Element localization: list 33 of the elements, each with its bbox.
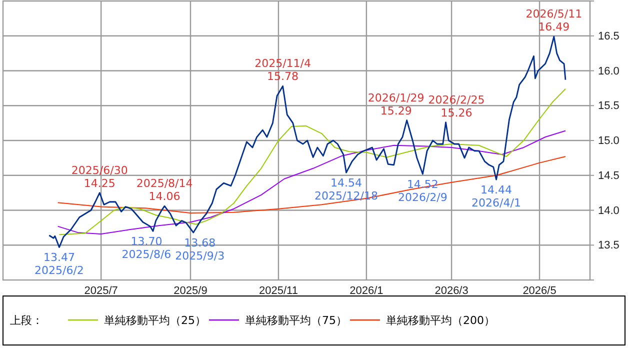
x-tick-label: 2025/11 (258, 284, 298, 297)
annotation: 14.54 2025/12/18 (314, 176, 378, 203)
x-tick-label: 2026/5 (522, 284, 556, 297)
annotation: 13.70 2025/8/6 (122, 235, 172, 262)
y-tick-label: 15.5 (598, 100, 620, 112)
annotation: 2025/11/4 15.78 (254, 57, 311, 84)
annotation: 2026/1/29 15.29 (368, 91, 424, 118)
x-tick-label: 2026/1 (350, 284, 384, 297)
line-series (58, 88, 566, 236)
x-tick-label: 2026/3 (434, 284, 468, 297)
annotation: 13.47 2025/6/2 (34, 251, 84, 278)
annotation: 2026/5/11 16.49 (526, 8, 582, 34)
annotation: 14.52 2026/2/9 (398, 178, 448, 204)
y-tick-label: 15.0 (598, 135, 620, 148)
annotation: 14.44 2026/4/1 (472, 184, 521, 210)
annotation: 2025/8/14 14.06 (136, 177, 193, 204)
y-tick-label: 14.5 (598, 170, 620, 182)
legend-label: 単純移動平均（25） (104, 314, 206, 327)
x-tick-label: 2025/9 (174, 284, 208, 297)
annotation: 13.68 2025/9/3 (175, 236, 225, 263)
legend-label: 単純移動平均（200） (386, 314, 495, 327)
y-tick-label: 14.0 (598, 204, 620, 217)
line-series (57, 156, 566, 214)
y-tick-label: 13.5 (598, 240, 620, 252)
y-tick-label: 16.5 (598, 30, 620, 42)
annotation: 2026/2/25 15.26 (428, 93, 485, 120)
legend-title: 上段： (10, 314, 43, 327)
annotation: 2025/6/30 14.25 (71, 164, 128, 190)
y-tick-label: 16.0 (598, 65, 620, 78)
legend-label: 単純移動平均（75） (245, 314, 347, 327)
line-series (57, 130, 566, 234)
x-tick-label: 2025/7 (84, 284, 118, 297)
line-series (48, 36, 566, 248)
